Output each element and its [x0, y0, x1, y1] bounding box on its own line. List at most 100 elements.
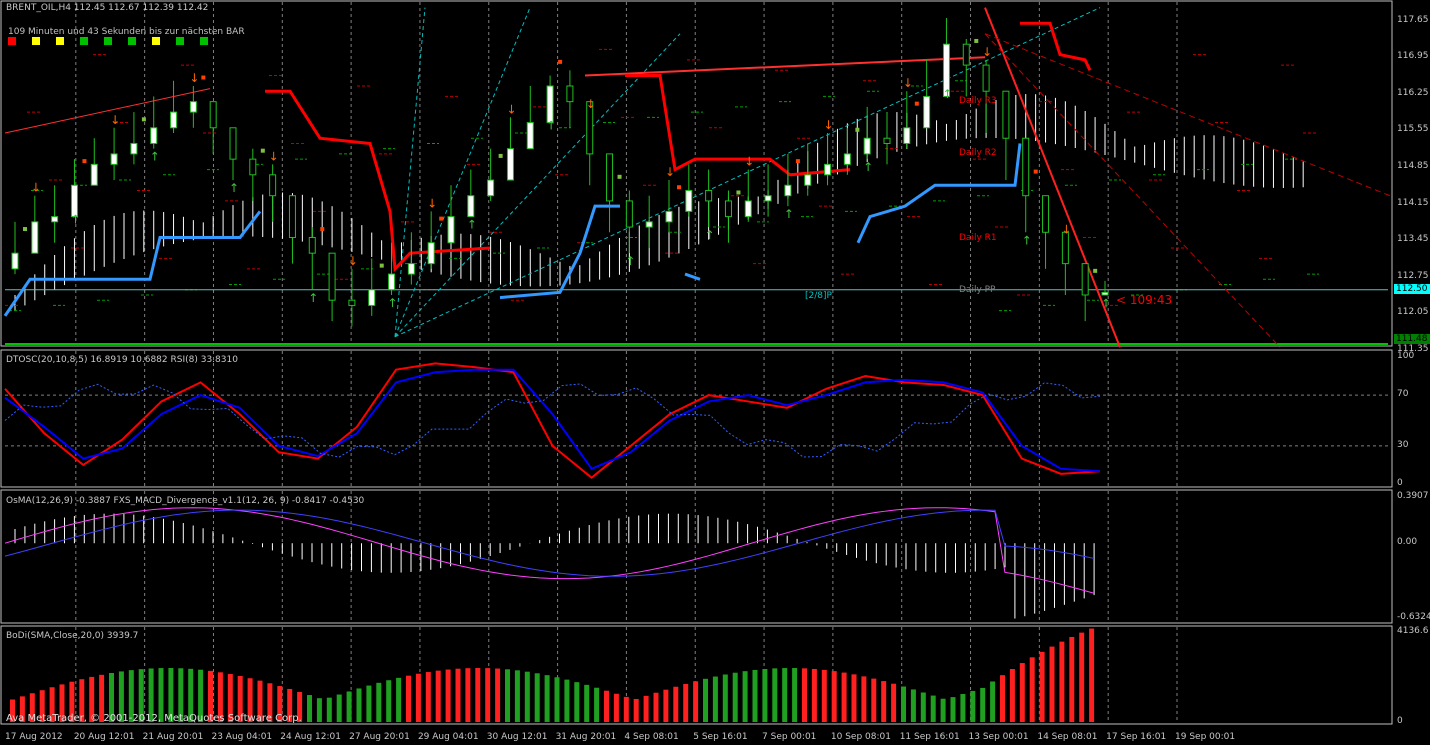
- candle-body: [189, 101, 197, 113]
- down-arrow: ↓: [110, 113, 120, 127]
- down-arrow: ↓: [31, 181, 41, 195]
- bodi-bar: [326, 697, 332, 722]
- bodi-bar: [901, 686, 906, 722]
- bodi-bar: [1069, 636, 1075, 722]
- time-tick-label: 14 Sep 08:01: [1037, 732, 1098, 742]
- bodi-bar: [693, 681, 699, 722]
- bodi-bar: [514, 670, 520, 722]
- time-tick-label: 5 Sep 16:01: [693, 732, 748, 742]
- bodi-bar: [821, 669, 827, 722]
- main-pane-border: [0, 0, 1393, 347]
- fan-line: [394, 7, 426, 337]
- bodi-bar: [168, 668, 174, 722]
- copyright-text: Ava MetaTrader, © 2001-2012, MetaQuotes …: [6, 713, 302, 724]
- candle-body: [368, 289, 376, 306]
- timeframe-mn: [200, 37, 208, 45]
- down-arrow: ↓: [506, 102, 516, 116]
- stop-line: [856, 143, 1022, 244]
- osma-pane: [4, 507, 1095, 619]
- signal-dot: [558, 59, 563, 64]
- bodi-bar: [772, 668, 778, 722]
- bodi-bar: [158, 668, 164, 722]
- bodi-bar: [802, 668, 807, 722]
- signal-dot: [82, 159, 87, 164]
- bodi-bar: [881, 681, 887, 722]
- time-tick-label: 30 Aug 12:01: [486, 732, 548, 742]
- level-badge: 111.48: [1394, 334, 1430, 344]
- bodi-bar: [396, 677, 402, 722]
- osc-line: [4, 362, 1101, 479]
- bodi-bar: [475, 668, 481, 722]
- bar-timer-text: 109 Minuten und 43 Sekunden bis zur näch…: [8, 27, 245, 37]
- candle-body: [1101, 291, 1109, 296]
- price-tick-label: 114.15: [1397, 197, 1429, 208]
- price-tick-label: 111.35: [1397, 343, 1429, 354]
- osma-pane-border: [0, 489, 1393, 624]
- candle-body: [586, 101, 594, 155]
- trend-line: [4, 88, 211, 134]
- macd-line: [4, 507, 1095, 594]
- osma-tick-label: -0.6324: [1397, 612, 1430, 622]
- bodi-bar: [376, 682, 382, 722]
- candle-body: [1081, 263, 1089, 296]
- time-tick-label: 11 Sep 16:01: [899, 732, 960, 742]
- price-tick-label: 115.55: [1397, 124, 1429, 135]
- candle-body: [447, 216, 455, 244]
- time-tick-label: 7 Sep 00:01: [762, 732, 817, 742]
- bodi-bar: [485, 668, 491, 722]
- bodi-bar: [237, 676, 243, 722]
- bodi-bar: [138, 669, 144, 722]
- candle-body: [705, 189, 713, 202]
- bodi-bar: [722, 674, 728, 722]
- bodi-bar: [1019, 663, 1025, 722]
- grid-lines: [75, 2, 1178, 723]
- price-pane: ↓ ↑ ↓ ↑ ↓ ↑ ↓ ↑ ↓ ↑ ↓ ↑ ↓ ↑ ↓ ↑ ↓ ↑ ↓ ↑ ↓ ↑ ↓ ↑ ↓ ↑ ↓ ↑: [3, 7, 1391, 348]
- bodi-bar: [861, 676, 867, 722]
- bodi-bar: [613, 693, 619, 722]
- bodi-bar: [267, 683, 273, 722]
- candle-body: [11, 252, 19, 270]
- candle-body: [506, 148, 514, 181]
- candle-body: [625, 200, 633, 228]
- bodi-bar: [346, 691, 352, 722]
- candle-body: [606, 153, 614, 202]
- candle-body: [883, 137, 891, 144]
- bodi-bar: [673, 686, 679, 722]
- bodi-bar: [1029, 657, 1035, 722]
- candle-body: [348, 299, 356, 306]
- bodi-bar: [653, 692, 659, 722]
- bodi-bar: [227, 674, 233, 722]
- down-arrow: ↓: [269, 149, 279, 163]
- signal-dot: [1033, 169, 1038, 174]
- bodi-tick-label: 4136.6: [1397, 626, 1429, 636]
- rsi-line: [4, 382, 1101, 458]
- bodi-bar: [257, 680, 263, 722]
- bodi-bar: [19, 696, 25, 722]
- candle-body: [150, 127, 158, 144]
- signal-dot: [141, 117, 146, 122]
- down-arrow: ↓: [665, 165, 675, 179]
- bodi-bar: [99, 674, 105, 722]
- time-tick-label: 31 Aug 20:01: [555, 732, 617, 742]
- pivot-r2-label: Daily R2: [959, 148, 997, 158]
- bodi-bar: [59, 684, 65, 722]
- stop-line-red: [265, 89, 491, 273]
- bodi-pane: [10, 628, 1095, 722]
- bodi-bar: [356, 688, 362, 722]
- bodi-bar: [584, 684, 590, 722]
- up-arrow: ↑: [150, 150, 160, 164]
- candle-body: [744, 200, 752, 218]
- bodi-bar: [1039, 651, 1045, 722]
- signal-line: [4, 509, 1095, 577]
- candle-body: [70, 184, 78, 218]
- timeframe-h4: [128, 37, 136, 45]
- bodi-bar: [910, 689, 916, 722]
- bodi-bar: [1009, 669, 1015, 722]
- time-tick-label: 29 Aug 04:01: [417, 732, 479, 742]
- time-tick-label: 20 Aug 12:01: [73, 732, 135, 742]
- price-tick-label: 112.75: [1397, 270, 1429, 281]
- candle-body: [843, 153, 851, 165]
- candle-body: [784, 184, 792, 197]
- osc-tick-label: 70: [1397, 389, 1409, 400]
